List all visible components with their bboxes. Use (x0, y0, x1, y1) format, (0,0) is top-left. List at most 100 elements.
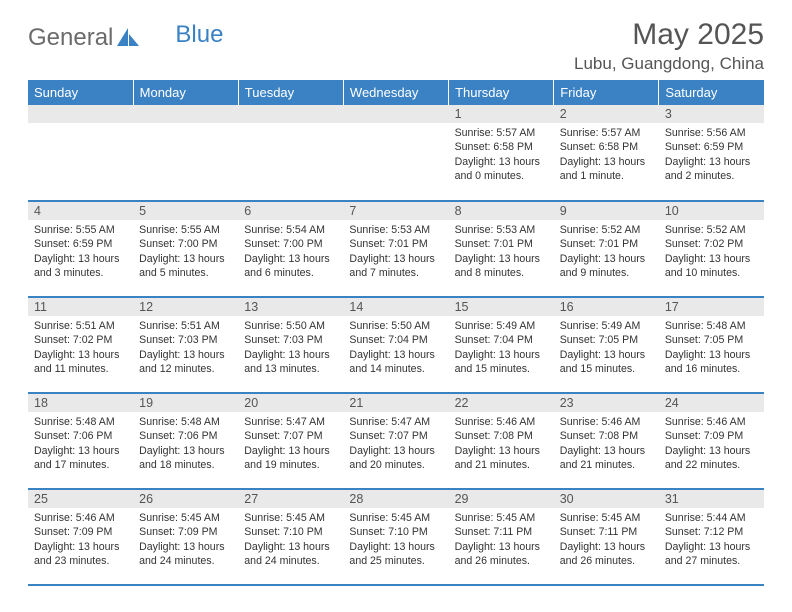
calendar-day-cell (28, 105, 133, 201)
sunset-text: Sunset: 6:59 PM (34, 237, 127, 251)
calendar-day-cell: 4Sunrise: 5:55 AMSunset: 6:59 PMDaylight… (28, 201, 133, 297)
day-details: Sunrise: 5:45 AMSunset: 7:11 PMDaylight:… (449, 508, 554, 568)
daylight-text: Daylight: 13 hours and 24 minutes. (139, 540, 232, 569)
calendar-day-cell: 23Sunrise: 5:46 AMSunset: 7:08 PMDayligh… (554, 393, 659, 489)
daylight-text: Daylight: 13 hours and 25 minutes. (349, 540, 442, 569)
calendar-day-cell: 20Sunrise: 5:47 AMSunset: 7:07 PMDayligh… (238, 393, 343, 489)
day-details: Sunrise: 5:47 AMSunset: 7:07 PMDaylight:… (238, 412, 343, 472)
day-number: 25 (28, 490, 133, 508)
sunrise-text: Sunrise: 5:48 AM (34, 415, 127, 429)
sunrise-text: Sunrise: 5:48 AM (139, 415, 232, 429)
calendar-day-cell: 26 Sunrise: 5:45 AMSunset: 7:09 PMDayligh… (133, 489, 238, 585)
daylight-text: Daylight: 13 hours and 18 minutes. (139, 444, 232, 473)
day-number (133, 105, 238, 123)
day-details: Sunrise: 5:45 AMSunset: 7:10 PMDaylight:… (238, 508, 343, 568)
daylight-text: Daylight: 13 hours and 10 minutes. (665, 252, 758, 281)
daylight-text: Daylight: 13 hours and 15 minutes. (560, 348, 653, 377)
daylight-text: Daylight: 13 hours and 6 minutes. (244, 252, 337, 281)
day-details: Sunrise: 5:55 AMSunset: 7:00 PMDaylight:… (133, 220, 238, 280)
day-number (343, 105, 448, 123)
calendar-day-cell: 22Sunrise: 5:46 AMSunset: 7:08 PMDayligh… (449, 393, 554, 489)
sunrise-text: Sunrise: 5:55 AM (139, 223, 232, 237)
calendar-day-cell: 11Sunrise: 5:51 AMSunset: 7:02 PMDayligh… (28, 297, 133, 393)
sunrise-text: Sunrise: 5:45 AM (244, 511, 337, 525)
day-details: Sunrise: 5:50 AMSunset: 7:04 PMDaylight:… (343, 316, 448, 376)
calendar-day-cell: 29Sunrise: 5:45 AMSunset: 7:11 PMDayligh… (449, 489, 554, 585)
sunset-text: Sunset: 7:09 PM (139, 525, 232, 539)
day-details: Sunrise: 5:45 AMSunset: 7:11 PMDaylight:… (554, 508, 659, 568)
sunset-text: Sunset: 7:12 PM (665, 525, 758, 539)
brand-part1: General (28, 24, 113, 52)
calendar-day-cell: 13Sunrise: 5:50 AMSunset: 7:03 PMDayligh… (238, 297, 343, 393)
daylight-text: Daylight: 13 hours and 5 minutes. (139, 252, 232, 281)
calendar-table: SundayMondayTuesdayWednesdayThursdayFrid… (28, 80, 764, 586)
sunset-text: Sunset: 7:03 PM (139, 333, 232, 347)
sunrise-text: Sunrise: 5:55 AM (34, 223, 127, 237)
sunrise-text: Sunrise: 5:53 AM (349, 223, 442, 237)
day-number: 15 (449, 298, 554, 316)
sunrise-text: Sunrise: 5:46 AM (34, 511, 127, 525)
day-number: 22 (449, 394, 554, 412)
sunrise-text: Sunrise: 5:45 AM (560, 511, 653, 525)
sunset-text: Sunset: 7:04 PM (455, 333, 548, 347)
calendar-day-cell: 5Sunrise: 5:55 AMSunset: 7:00 PMDaylight… (133, 201, 238, 297)
daylight-text: Daylight: 13 hours and 1 minute. (560, 155, 653, 184)
sunrise-text: Sunrise: 5:45 AM (139, 511, 232, 525)
weekday-header: Wednesday (343, 80, 448, 105)
sunset-text: Sunset: 7:01 PM (455, 237, 548, 251)
sunrise-text: Sunrise: 5:49 AM (455, 319, 548, 333)
day-number: 26 (133, 490, 238, 508)
day-details: Sunrise: 5:46 AMSunset: 7:08 PMDaylight:… (449, 412, 554, 472)
day-details: Sunrise: 5:46 AMSunset: 7:09 PMDaylight:… (659, 412, 764, 472)
weekday-header: Thursday (449, 80, 554, 105)
day-number: 30 (554, 490, 659, 508)
calendar-day-cell: 7Sunrise: 5:53 AMSunset: 7:01 PMDaylight… (343, 201, 448, 297)
calendar-day-cell: 19Sunrise: 5:48 AMSunset: 7:06 PMDayligh… (133, 393, 238, 489)
daylight-text: Daylight: 13 hours and 21 minutes. (455, 444, 548, 473)
sunset-text: Sunset: 7:09 PM (34, 525, 127, 539)
calendar-day-cell: 9Sunrise: 5:52 AMSunset: 7:01 PMDaylight… (554, 201, 659, 297)
weekday-header: Monday (133, 80, 238, 105)
daylight-text: Daylight: 13 hours and 13 minutes. (244, 348, 337, 377)
calendar-day-cell: 21Sunrise: 5:47 AMSunset: 7:07 PMDayligh… (343, 393, 448, 489)
day-number: 1 (449, 105, 554, 123)
sunrise-text: Sunrise: 5:44 AM (665, 511, 758, 525)
sunset-text: Sunset: 7:08 PM (455, 429, 548, 443)
calendar-day-cell: 30Sunrise: 5:45 AMSunset: 7:11 PMDayligh… (554, 489, 659, 585)
sunset-text: Sunset: 7:08 PM (560, 429, 653, 443)
calendar-day-cell: 18Sunrise: 5:48 AMSunset: 7:06 PMDayligh… (28, 393, 133, 489)
day-details: Sunrise: 5:48 AMSunset: 7:06 PMDaylight:… (28, 412, 133, 472)
sunrise-text: Sunrise: 5:47 AM (349, 415, 442, 429)
day-number (238, 105, 343, 123)
day-details: Sunrise: 5:50 AMSunset: 7:03 PMDaylight:… (238, 316, 343, 376)
calendar-day-cell: 15Sunrise: 5:49 AMSunset: 7:04 PMDayligh… (449, 297, 554, 393)
day-number: 28 (343, 490, 448, 508)
sunset-text: Sunset: 7:11 PM (455, 525, 548, 539)
calendar-day-cell: 17Sunrise: 5:48 AMSunset: 7:05 PMDayligh… (659, 297, 764, 393)
brand-part2: Blue (175, 21, 223, 49)
day-number: 21 (343, 394, 448, 412)
day-number: 20 (238, 394, 343, 412)
daylight-text: Daylight: 13 hours and 7 minutes. (349, 252, 442, 281)
calendar-week-row: 11Sunrise: 5:51 AMSunset: 7:02 PMDayligh… (28, 297, 764, 393)
calendar-day-cell: 10Sunrise: 5:52 AMSunset: 7:02 PMDayligh… (659, 201, 764, 297)
sunrise-text: Sunrise: 5:53 AM (455, 223, 548, 237)
sunrise-text: Sunrise: 5:47 AM (244, 415, 337, 429)
day-details: Sunrise: 5:48 AMSunset: 7:06 PMDaylight:… (133, 412, 238, 472)
daylight-text: Daylight: 13 hours and 3 minutes. (34, 252, 127, 281)
sunset-text: Sunset: 7:00 PM (244, 237, 337, 251)
day-number: 13 (238, 298, 343, 316)
daylight-text: Daylight: 13 hours and 0 minutes. (455, 155, 548, 184)
daylight-text: Daylight: 13 hours and 9 minutes. (560, 252, 653, 281)
calendar-day-cell: 14Sunrise: 5:50 AMSunset: 7:04 PMDayligh… (343, 297, 448, 393)
calendar-day-cell: 27Sunrise: 5:45 AMSunset: 7:10 PMDayligh… (238, 489, 343, 585)
sunset-text: Sunset: 7:09 PM (665, 429, 758, 443)
calendar-day-cell: 25Sunrise: 5:46 AMSunset: 7:09 PMDayligh… (28, 489, 133, 585)
calendar-day-cell: 31Sunrise: 5:44 AMSunset: 7:12 PMDayligh… (659, 489, 764, 585)
daylight-text: Daylight: 13 hours and 8 minutes. (455, 252, 548, 281)
day-details: Sunrise: 5:47 AMSunset: 7:07 PMDaylight:… (343, 412, 448, 472)
calendar-day-cell: 2Sunrise: 5:57 AMSunset: 6:58 PMDaylight… (554, 105, 659, 201)
daylight-text: Daylight: 13 hours and 14 minutes. (349, 348, 442, 377)
day-number: 27 (238, 490, 343, 508)
calendar-day-cell: 1Sunrise: 5:57 AMSunset: 6:58 PMDaylight… (449, 105, 554, 201)
